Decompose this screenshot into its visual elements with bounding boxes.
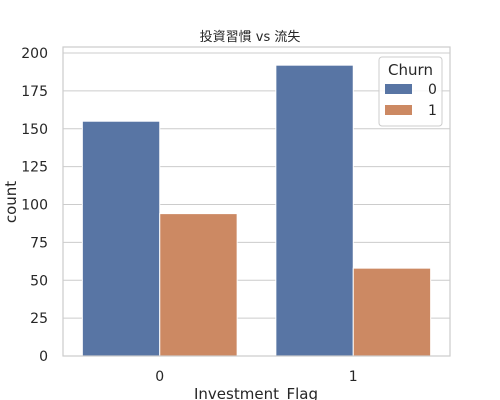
plot-frame	[62, 46, 451, 357]
y-tick-label: 75	[30, 235, 48, 251]
chart-title: 投資習慣 vs 流失	[199, 30, 301, 45]
bar-1-churn-0	[275, 64, 354, 357]
y-tick-label: 150	[21, 122, 48, 138]
y-tick-label: 200	[21, 46, 48, 62]
x-tick-label: 0	[155, 369, 164, 385]
y-tick-label: 125	[21, 160, 48, 176]
legend-swatch	[385, 105, 412, 115]
y-tick-labels: 0 25 50 75 100 125 150 175 200	[21, 46, 48, 365]
legend-title: Churn	[388, 61, 433, 79]
y-tick-label: 25	[30, 311, 48, 327]
bar-0-churn-0	[81, 120, 161, 357]
legend-label: 1	[428, 103, 437, 119]
y-tick-label: 175	[21, 84, 48, 100]
x-axis-label: Investment_Flag	[194, 385, 318, 400]
bar-1-churn-1	[352, 267, 432, 357]
legend-label: 0	[428, 82, 437, 98]
y-tick-label: 0	[39, 349, 48, 365]
bars	[81, 64, 432, 357]
legend-swatch	[385, 84, 412, 94]
x-tick-label: 1	[349, 369, 358, 385]
y-tick-label: 100	[21, 198, 48, 214]
bar-0-churn-1	[159, 213, 238, 357]
legend: Churn 0 1	[378, 56, 443, 127]
y-axis-label: count	[2, 181, 20, 223]
y-tick-label: 50	[30, 273, 48, 289]
